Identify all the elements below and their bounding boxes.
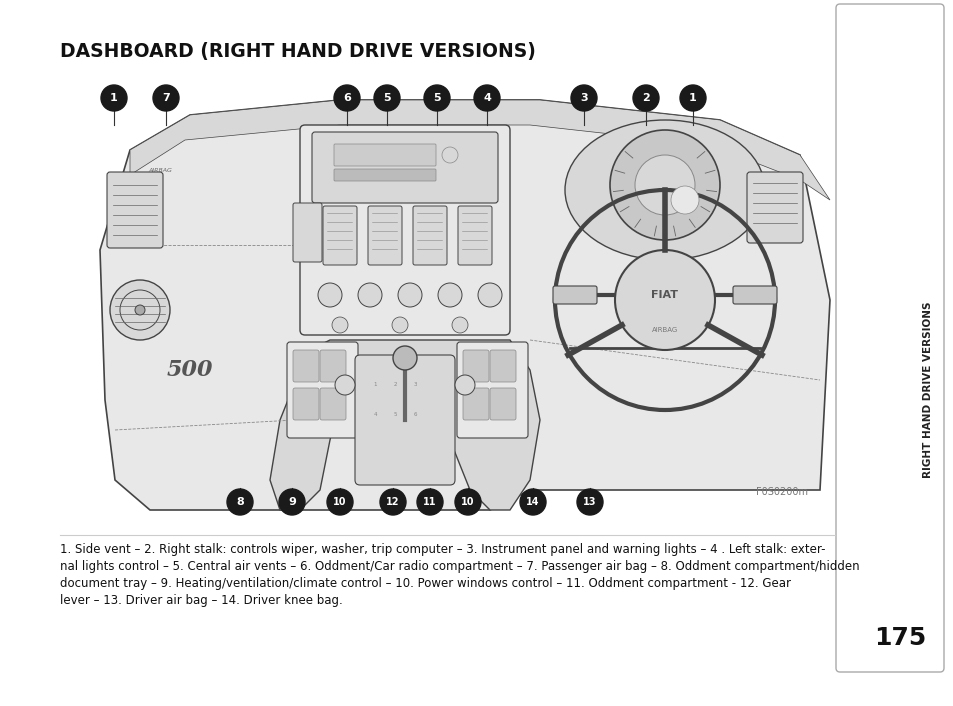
FancyBboxPatch shape: [355, 355, 455, 485]
Circle shape: [423, 85, 450, 111]
Text: 5: 5: [383, 93, 391, 103]
Circle shape: [455, 489, 480, 515]
Ellipse shape: [564, 120, 764, 260]
Text: 1: 1: [373, 383, 376, 388]
Circle shape: [416, 489, 442, 515]
Circle shape: [332, 317, 348, 333]
FancyBboxPatch shape: [293, 350, 318, 382]
Circle shape: [571, 85, 597, 111]
Text: 13: 13: [582, 497, 597, 507]
Circle shape: [334, 85, 359, 111]
Circle shape: [110, 280, 170, 340]
Circle shape: [392, 317, 408, 333]
FancyBboxPatch shape: [293, 203, 322, 262]
Text: 5: 5: [433, 93, 440, 103]
Text: 6: 6: [413, 412, 416, 417]
Circle shape: [357, 283, 381, 307]
Text: 5: 5: [393, 412, 396, 417]
FancyBboxPatch shape: [368, 206, 401, 265]
Circle shape: [317, 283, 341, 307]
Circle shape: [679, 85, 705, 111]
Circle shape: [152, 85, 179, 111]
Circle shape: [327, 489, 353, 515]
Text: 500: 500: [167, 359, 213, 381]
Circle shape: [670, 186, 699, 214]
Circle shape: [101, 85, 127, 111]
FancyBboxPatch shape: [462, 350, 489, 382]
Circle shape: [374, 85, 399, 111]
Circle shape: [519, 489, 545, 515]
Circle shape: [577, 489, 602, 515]
Text: DASHBOARD (RIGHT HAND DRIVE VERSIONS): DASHBOARD (RIGHT HAND DRIVE VERSIONS): [60, 42, 536, 61]
FancyBboxPatch shape: [835, 4, 943, 672]
FancyBboxPatch shape: [746, 172, 802, 243]
FancyBboxPatch shape: [312, 132, 497, 203]
Text: 10: 10: [460, 497, 475, 507]
Text: F0S0200m: F0S0200m: [755, 487, 807, 497]
Circle shape: [135, 305, 145, 315]
Text: 1: 1: [688, 93, 696, 103]
Circle shape: [441, 147, 457, 163]
Text: 4: 4: [482, 93, 491, 103]
Text: 3: 3: [413, 383, 416, 388]
Circle shape: [393, 346, 416, 370]
Circle shape: [477, 283, 501, 307]
Text: 8: 8: [236, 497, 244, 507]
FancyBboxPatch shape: [334, 169, 436, 181]
Circle shape: [452, 317, 468, 333]
Text: RIGHT HAND DRIVE VERSIONS: RIGHT HAND DRIVE VERSIONS: [923, 301, 932, 478]
Circle shape: [379, 489, 406, 515]
Text: 12: 12: [386, 497, 399, 507]
Polygon shape: [270, 340, 539, 510]
FancyBboxPatch shape: [732, 286, 776, 304]
Circle shape: [437, 283, 461, 307]
Text: 11: 11: [423, 497, 436, 507]
Circle shape: [635, 155, 695, 215]
Text: 2: 2: [393, 383, 396, 388]
Text: nal lights control – 5. Central air vents – 6. Oddment/Car radio compartment – 7: nal lights control – 5. Central air vent…: [60, 560, 859, 573]
Text: AIRBAG: AIRBAG: [148, 167, 172, 172]
FancyBboxPatch shape: [107, 172, 163, 248]
FancyBboxPatch shape: [299, 125, 510, 335]
Circle shape: [609, 130, 720, 240]
FancyBboxPatch shape: [490, 350, 516, 382]
Text: 10: 10: [333, 497, 346, 507]
Circle shape: [335, 375, 355, 395]
Circle shape: [227, 489, 253, 515]
Polygon shape: [100, 100, 829, 510]
FancyBboxPatch shape: [293, 388, 318, 420]
FancyBboxPatch shape: [319, 388, 346, 420]
FancyBboxPatch shape: [457, 206, 492, 265]
Text: 175: 175: [873, 626, 925, 650]
FancyBboxPatch shape: [334, 144, 436, 166]
Circle shape: [278, 489, 305, 515]
Text: 7: 7: [162, 93, 170, 103]
Text: 14: 14: [526, 497, 539, 507]
Text: 3: 3: [579, 93, 587, 103]
Polygon shape: [130, 100, 829, 200]
FancyBboxPatch shape: [323, 206, 356, 265]
Text: 1: 1: [110, 93, 118, 103]
Text: document tray – 9. Heating/ventilation/climate control – 10. Power windows contr: document tray – 9. Heating/ventilation/c…: [60, 577, 790, 590]
Text: 1. Side vent – 2. Right stalk: controls wiper, washer, trip computer – 3. Instru: 1. Side vent – 2. Right stalk: controls …: [60, 543, 824, 556]
FancyBboxPatch shape: [553, 286, 597, 304]
FancyBboxPatch shape: [462, 388, 489, 420]
FancyBboxPatch shape: [287, 342, 357, 438]
Circle shape: [474, 85, 499, 111]
Circle shape: [397, 283, 421, 307]
FancyBboxPatch shape: [490, 388, 516, 420]
Text: 2: 2: [641, 93, 649, 103]
Text: 4: 4: [373, 412, 376, 417]
Text: 9: 9: [288, 497, 295, 507]
Circle shape: [633, 85, 659, 111]
Text: AIRBAG: AIRBAG: [651, 327, 678, 333]
Circle shape: [615, 250, 714, 350]
Circle shape: [455, 375, 475, 395]
Text: lever – 13. Driver air bag – 14. Driver knee bag.: lever – 13. Driver air bag – 14. Driver …: [60, 594, 342, 607]
FancyBboxPatch shape: [456, 342, 527, 438]
Text: FIAT: FIAT: [651, 290, 678, 300]
Text: 6: 6: [343, 93, 351, 103]
FancyBboxPatch shape: [319, 350, 346, 382]
FancyBboxPatch shape: [413, 206, 447, 265]
